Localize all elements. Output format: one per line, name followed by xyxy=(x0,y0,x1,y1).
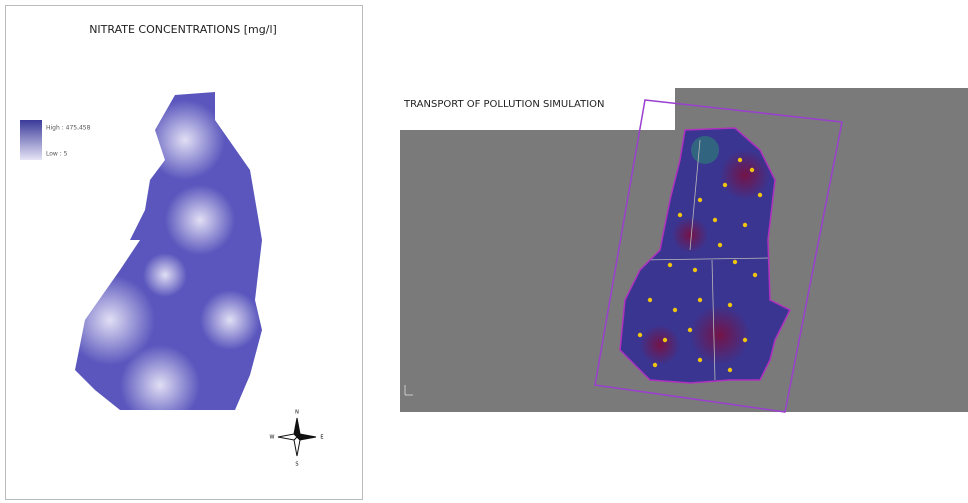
figure: NITRATE CONCENTRATIONS [mg/l] High : 475… xyxy=(0,0,968,503)
compass-e: E xyxy=(320,435,323,441)
compass-n: N xyxy=(295,410,299,416)
left-title: NITRATE CONCENTRATIONS [mg/l] xyxy=(89,23,277,36)
legend-high: High : 475,458 xyxy=(46,125,91,132)
right-title: TRANSPORT OF POLLUTION SIMULATION xyxy=(403,99,605,110)
compass-w: W xyxy=(270,435,275,441)
compass-s: S xyxy=(295,462,298,468)
legend-low: Low : 5 xyxy=(46,151,68,158)
legend-ramp xyxy=(20,120,42,160)
